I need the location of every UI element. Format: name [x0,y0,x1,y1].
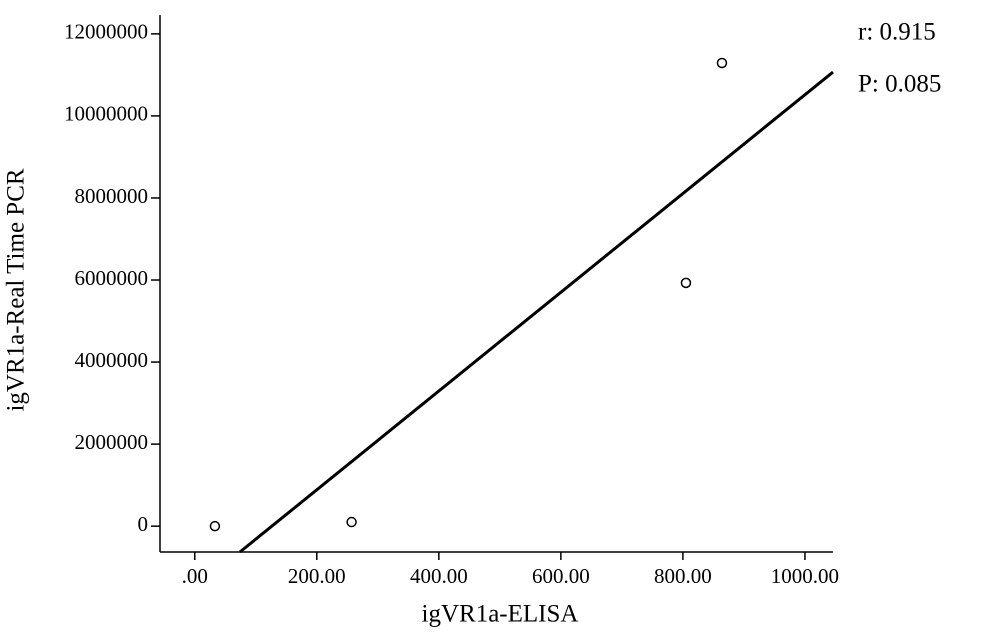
y-tick-label: 8000000 [75,184,149,208]
x-axis-label: igVR1a-ELISA [422,601,579,628]
y-axis-label: igVR1a-Real Time PCR [3,168,30,411]
point [209,520,221,532]
y-tick-label: 10000000 [64,102,148,126]
y-tick-label: 4000000 [75,348,149,372]
y-tick-label: 0 [138,512,149,536]
fit-line [238,70,834,554]
x-tick-label: 1000.00 [771,564,839,588]
point [346,516,357,528]
y-tick-label: 6000000 [75,266,149,290]
point [680,277,692,289]
y-tick-label: 2000000 [75,430,149,454]
x-tick-label: .00 [182,564,208,588]
annotation: r: 0.915 [858,19,936,46]
y-tick-label: 12000000 [64,20,148,44]
annotation: P: 0.085 [858,71,941,98]
point [716,57,728,69]
x-tick-label: 400.00 [410,564,468,588]
x-tick-label: 200.00 [288,564,346,588]
x-tick-label: 800.00 [654,564,712,588]
x-tick-label: 600.00 [532,564,590,588]
